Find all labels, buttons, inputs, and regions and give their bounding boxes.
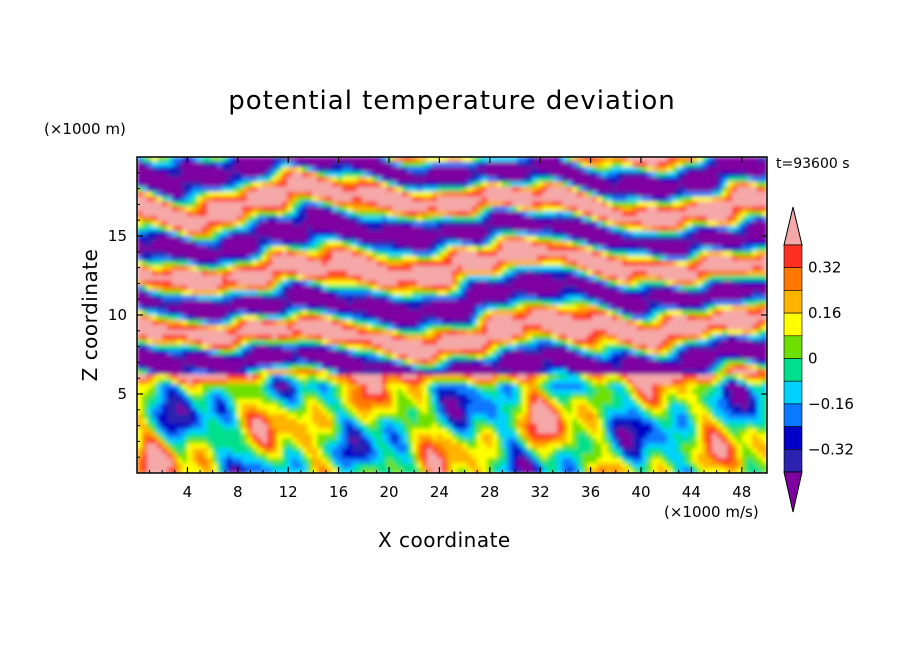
y-tick-label: 10 bbox=[108, 306, 127, 324]
colorbar: 0.32 0.16 0 −0.16 −0.32 bbox=[783, 206, 854, 513]
x-tick-label: 12 bbox=[279, 483, 298, 501]
x-tick-label: 4 bbox=[183, 483, 193, 501]
colorbar-segment bbox=[783, 380, 803, 405]
chart-title: potential temperature deviation bbox=[228, 86, 676, 116]
y-axis: 5 10 15 bbox=[108, 172, 767, 458]
colorbar-segment bbox=[783, 244, 803, 269]
x-tick-label: 24 bbox=[430, 483, 449, 501]
contour-field bbox=[137, 157, 767, 473]
y-tick-label: 5 bbox=[117, 385, 127, 403]
y-axis-unit: (×1000 m) bbox=[44, 120, 126, 138]
x-tick-label: 44 bbox=[682, 483, 701, 501]
colorbar-segment bbox=[783, 290, 803, 314]
colorbar-segment bbox=[783, 358, 803, 382]
x-axis-label: X coordinate bbox=[378, 528, 511, 552]
colorbar-tick-label: 0.16 bbox=[808, 304, 841, 322]
x-tick-label: 32 bbox=[531, 483, 550, 501]
x-tick-label: 16 bbox=[329, 483, 348, 501]
colorbar-segment bbox=[783, 312, 803, 337]
x-tick-label: 28 bbox=[480, 483, 499, 501]
colorbar-tick-label: −0.32 bbox=[808, 440, 854, 458]
x-axis: 4 8 12 16 20 24 28 32 36 40 44 48 bbox=[149, 157, 755, 501]
colorbar-segment bbox=[783, 448, 803, 473]
colorbar-extend-min bbox=[783, 471, 803, 513]
time-label: t=93600 s bbox=[776, 156, 850, 172]
colorbar-segment bbox=[783, 335, 803, 359]
x-tick-label: 36 bbox=[581, 483, 600, 501]
colorbar-segment bbox=[783, 403, 803, 427]
y-tick-label: 15 bbox=[108, 227, 127, 245]
colorbar-tick-label: 0.32 bbox=[808, 259, 841, 277]
x-tick-label: 48 bbox=[732, 483, 751, 501]
colorbar-segment bbox=[783, 426, 803, 450]
x-tick-label: 20 bbox=[379, 483, 398, 501]
x-tick-label: 8 bbox=[233, 483, 243, 501]
colorbar-extend-max bbox=[783, 206, 803, 246]
colorbar-tick-label: 0 bbox=[808, 350, 818, 368]
colorbar-segment bbox=[783, 267, 803, 291]
colorbar-tick-label: −0.16 bbox=[808, 395, 854, 413]
x-axis-unit: (×1000 m/s) bbox=[664, 503, 759, 521]
x-tick-label: 40 bbox=[631, 483, 650, 501]
